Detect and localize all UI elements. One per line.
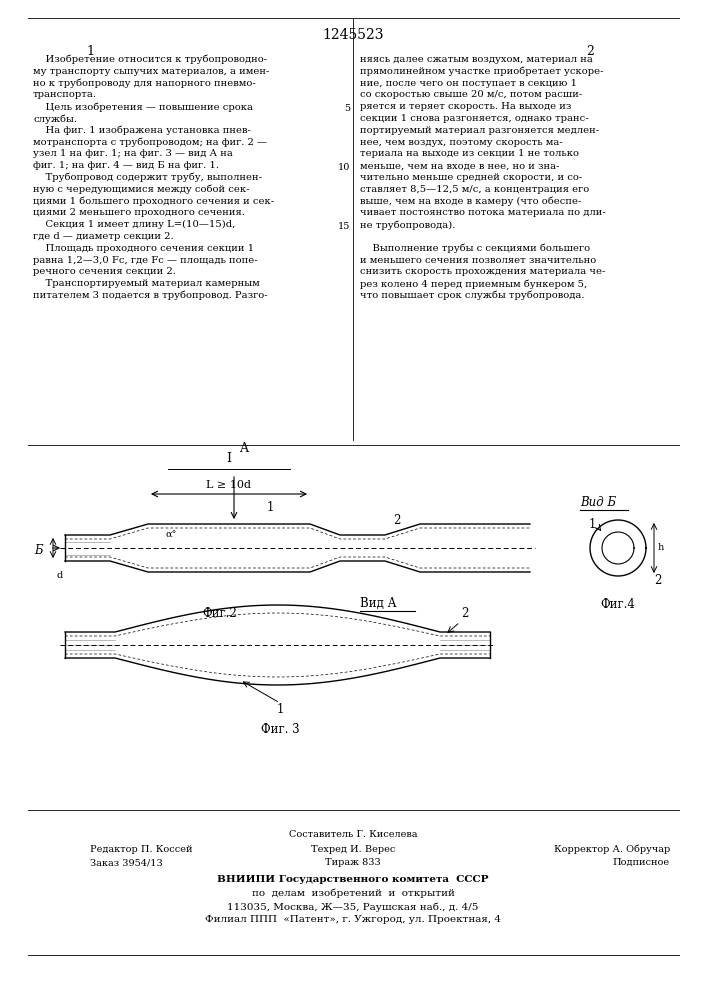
Text: 2: 2: [461, 607, 469, 620]
Text: ние, после чего он поступает в секцию 1: ние, после чего он поступает в секцию 1: [360, 79, 577, 88]
Text: L ≥ 10d: L ≥ 10d: [206, 480, 252, 490]
Text: секции 1 снова разгоняется, однако транс-: секции 1 снова разгоняется, однако транс…: [360, 114, 589, 123]
Text: меньше, чем на входе в нее, но и зна-: меньше, чем на входе в нее, но и зна-: [360, 161, 559, 170]
Text: снизить скорость прохождения материала че-: снизить скорость прохождения материала ч…: [360, 267, 605, 276]
Text: фиг. 1; на фиг. 4 — вид Б на фиг. 1.: фиг. 1; на фиг. 4 — вид Б на фиг. 1.: [33, 161, 219, 170]
Text: по  делам  изобретений  и  открытий: по делам изобретений и открытий: [252, 889, 455, 898]
Text: A: A: [239, 442, 248, 455]
Text: что повышает срок службы трубопровода.: что повышает срок службы трубопровода.: [360, 291, 585, 300]
Text: 1: 1: [86, 45, 94, 58]
Text: 15: 15: [338, 222, 350, 231]
Text: 2: 2: [393, 514, 400, 527]
Text: Фиг. 3: Фиг. 3: [261, 723, 299, 736]
Text: Вид А: Вид А: [360, 597, 397, 610]
Text: Площадь проходного сечения секции 1: Площадь проходного сечения секции 1: [33, 244, 254, 253]
Text: α°: α°: [165, 531, 176, 540]
Text: I: I: [226, 452, 231, 465]
Text: 1: 1: [267, 501, 274, 514]
Text: циями 2 меньшего проходного сечения.: циями 2 меньшего проходного сечения.: [33, 208, 245, 217]
Text: Б: Б: [34, 544, 42, 556]
Text: 113035, Москва, Ж—35, Раушская наб., д. 4/5: 113035, Москва, Ж—35, Раушская наб., д. …: [228, 902, 479, 912]
Text: нее, чем воздух, поэтому скорость ма-: нее, чем воздух, поэтому скорость ма-: [360, 138, 563, 147]
Text: питателем 3 подается в трубопровод. Разго-: питателем 3 подается в трубопровод. Разг…: [33, 291, 268, 300]
Text: выше, чем на входе в камеру (что обеспе-: выше, чем на входе в камеру (что обеспе-: [360, 197, 581, 206]
Text: циями 1 большего проходного сечения и сек-: циями 1 большего проходного сечения и се…: [33, 197, 274, 206]
Text: 5: 5: [344, 104, 350, 113]
Text: 2: 2: [586, 45, 594, 58]
Text: Транспортируемый материал камерным: Транспортируемый материал камерным: [33, 279, 259, 288]
Text: Техред И. Верес: Техред И. Верес: [311, 845, 395, 854]
Text: Секция 1 имеет длину L=(10—15)d,: Секция 1 имеет длину L=(10—15)d,: [33, 220, 235, 229]
Text: не трубопровода).: не трубопровода).: [360, 220, 455, 230]
Text: мотранспорта с трубопроводом; на фиг. 2 —: мотранспорта с трубопроводом; на фиг. 2 …: [33, 138, 267, 147]
Text: Редактор П. Коссей: Редактор П. Коссей: [90, 845, 192, 854]
Text: 2: 2: [654, 574, 661, 587]
Text: Трубопровод содержит трубу, выполнен-: Трубопровод содержит трубу, выполнен-: [33, 173, 262, 182]
Text: 1: 1: [589, 518, 596, 532]
Text: ставляет 8,5—12,5 м/с, а концентрация его: ставляет 8,5—12,5 м/с, а концентрация ег…: [360, 185, 589, 194]
Text: териала на выходе из секции 1 не только: териала на выходе из секции 1 не только: [360, 149, 579, 158]
Text: 1245523: 1245523: [322, 28, 384, 42]
Text: Составитель Г. Киселева: Составитель Г. Киселева: [288, 830, 417, 839]
Text: Подписное: Подписное: [613, 858, 670, 867]
Text: чительно меньше средней скорости, и со-: чительно меньше средней скорости, и со-: [360, 173, 583, 182]
Text: прямолинейном участке приобретает ускоре-: прямолинейном участке приобретает ускоре…: [360, 67, 604, 76]
Text: 10: 10: [338, 163, 350, 172]
Text: Филиал ППП  «Патент», г. Ужгород, ул. Проектная, 4: Филиал ППП «Патент», г. Ужгород, ул. Про…: [205, 915, 501, 924]
Text: но к трубопроводу для напорного пневмо-: но к трубопроводу для напорного пневмо-: [33, 79, 256, 88]
Text: ВНИИПИ Государственного комитета  СССР: ВНИИПИ Государственного комитета СССР: [217, 875, 489, 884]
Text: h: h: [658, 544, 665, 552]
Text: 1: 1: [276, 703, 284, 716]
Text: и меньшего сечения позволяет значительно: и меньшего сечения позволяет значительно: [360, 256, 596, 265]
Text: узел 1 на фиг. 1; на фиг. 3 — вид А на: узел 1 на фиг. 1; на фиг. 3 — вид А на: [33, 149, 233, 158]
Text: речного сечения секции 2.: речного сечения секции 2.: [33, 267, 176, 276]
Text: Вид Б: Вид Б: [580, 496, 616, 509]
Text: службы.: службы.: [33, 114, 77, 123]
Text: Выполнение трубы с секциями большего: Выполнение трубы с секциями большего: [360, 244, 590, 253]
Text: Тираж 833: Тираж 833: [325, 858, 381, 867]
Text: ряется и теряет скорость. На выходе из: ряется и теряет скорость. На выходе из: [360, 102, 571, 111]
Text: Заказ 3954/13: Заказ 3954/13: [90, 858, 163, 867]
Text: со скоростью свыше 20 м/с, потом расши-: со скоростью свыше 20 м/с, потом расши-: [360, 90, 583, 99]
Text: Корректор А. Обручар: Корректор А. Обручар: [554, 845, 670, 854]
Text: Фиг.4: Фиг.4: [600, 598, 636, 611]
Text: няясь далее сжатым воздухом, материал на: няясь далее сжатым воздухом, материал на: [360, 55, 593, 64]
Text: транспорта.: транспорта.: [33, 90, 97, 99]
Text: Цель изобретения — повышение срока: Цель изобретения — повышение срока: [33, 102, 253, 112]
Text: Фиг.2: Фиг.2: [203, 607, 238, 620]
Text: ную с чередующимися между собой сек-: ную с чередующимися между собой сек-: [33, 185, 250, 194]
Text: рез колено 4 перед приемным бункером 5,: рез колено 4 перед приемным бункером 5,: [360, 279, 588, 289]
Text: чивает постоянство потока материала по дли-: чивает постоянство потока материала по д…: [360, 208, 606, 217]
Text: Изобретение относится к трубопроводно-: Изобретение относится к трубопроводно-: [33, 55, 267, 64]
Text: му транспорту сыпучих материалов, а имен-: му транспорту сыпучих материалов, а имен…: [33, 67, 269, 76]
Text: На фиг. 1 изображена установка пнев-: На фиг. 1 изображена установка пнев-: [33, 126, 251, 135]
Text: равна 1,2—3,0 Fc, где Fc — площадь попе-: равна 1,2—3,0 Fc, где Fc — площадь попе-: [33, 256, 257, 265]
Text: где d — диаметр секции 2.: где d — диаметр секции 2.: [33, 232, 174, 241]
Text: портируемый материал разгоняется медлен-: портируемый материал разгоняется медлен-: [360, 126, 599, 135]
Text: d: d: [57, 571, 63, 580]
